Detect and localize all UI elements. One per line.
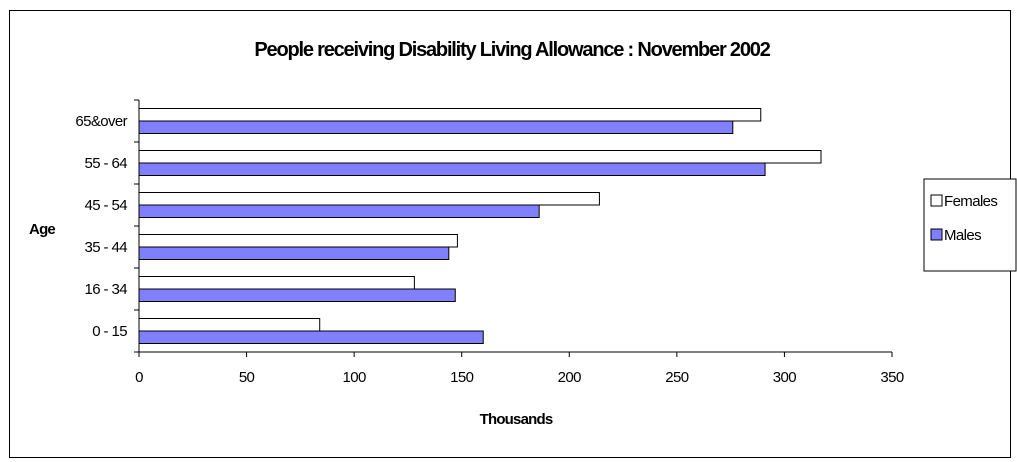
bar-females-3 [138,192,600,206]
chart-title: People receiving Disability Living Allow… [254,39,770,61]
legend: Females Males [923,178,1017,272]
bar-males-5 [138,120,734,134]
y-tick-label: 55 - 64 [85,155,128,172]
bar-males-4 [138,162,766,176]
x-tick-label: 50 [239,369,255,386]
y-tick-label: 16 - 34 [85,281,128,298]
y-tick-label: 45 - 54 [85,197,128,214]
bar-females-4 [138,150,822,164]
y-tick-label: 35 - 44 [85,239,128,256]
x-tick-label: 150 [450,369,473,386]
legend-swatch-females [930,194,943,207]
legend-swatch-males [930,228,943,241]
x-axis-title: Thousands [480,411,553,428]
bars-layer [138,108,822,344]
x-tick-label: 350 [880,369,903,386]
bar-males-1 [138,288,456,302]
x-tick-label: 300 [773,369,796,386]
bar-females-2 [138,234,458,248]
bar-males-0 [138,330,484,344]
bar-females-5 [138,108,762,122]
bar-females-1 [138,276,415,290]
y-tick-label: 65&over [75,113,127,130]
y-tick-label: 0 - 15 [92,323,127,340]
axes-layer: 0 - 15 16 - 34 35 - 44 45 - 54 55 - 64 65&ove… [75,99,904,386]
x-tick-label: 100 [343,369,366,386]
x-tick-label: 200 [558,369,581,386]
y-axis-title: Age [29,221,55,238]
bar-males-3 [138,204,540,218]
x-tick-label: 250 [665,369,688,386]
legend-box [923,178,1017,272]
bar-males-2 [138,246,450,260]
legend-label-females: Females [944,193,997,210]
legend-label-males: Males [944,227,981,244]
x-tick-label: 0 [135,369,143,386]
bar-females-0 [138,318,321,332]
